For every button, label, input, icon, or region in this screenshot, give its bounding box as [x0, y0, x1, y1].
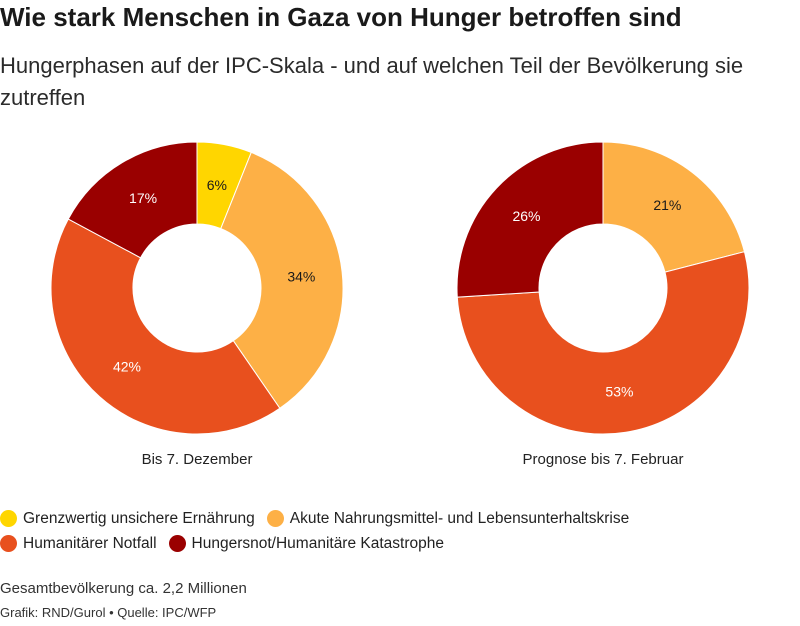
slice-value-label: 34% — [287, 268, 315, 284]
population-note: Gesamtbevölkerung ca. 2,2 Millionen — [0, 580, 247, 597]
chart-subtitle: Hungerphasen auf der IPC-Skala - und auf… — [0, 53, 744, 110]
slice-value-label: 21% — [653, 197, 681, 213]
legend-label: Akute Nahrungsmittel- und Lebensunterhal… — [289, 509, 630, 527]
legend-swatch — [168, 535, 186, 552]
slice-value-label: 17% — [129, 190, 157, 206]
chart-caption-februar: Prognose bis 7. Februar — [523, 451, 684, 468]
legend-label: Grenzwertig unsichere Ernährung — [23, 509, 255, 527]
donut-slice — [50, 218, 281, 435]
legend-swatch — [0, 535, 17, 552]
donut-dezember: 6% 34% 42% 17% Bis 7. Dezember — [50, 141, 344, 468]
legend-item-akute-krise: Akute Nahrungsmittel- und Lebensunterhal… — [266, 509, 630, 528]
chart-title: Wie stark Menschen in Gaza von Hunger be… — [0, 2, 682, 32]
legend-swatch — [266, 510, 284, 527]
donut-slice — [456, 251, 750, 435]
slice-value-label: 26% — [512, 208, 540, 224]
legend: Grenzwertig unsichere Ernährung Akute Na… — [0, 506, 800, 556]
slice-value-label: 53% — [605, 384, 633, 400]
donut-slice — [67, 141, 198, 259]
legend-row: Grenzwertig unsichere Ernährung Akute Na… — [0, 506, 800, 531]
legend-label: Humanitärer Notfall — [23, 534, 157, 552]
donut-charts: 6% 34% 42% 17% Bis 7. Dezember 21% 53% 26% Progn… — [50, 141, 750, 468]
source-credit: Grafik: RND/Gurol • Quelle: IPC/WFP — [0, 605, 217, 620]
donut-slice — [456, 141, 604, 298]
legend-label: Hungersnot/Humanitäre Katastrophe — [191, 534, 444, 552]
slice-value-label: 6% — [207, 177, 227, 193]
legend-item-katastrophe: Hungersnot/Humanitäre Katastrophe — [168, 534, 444, 553]
donut-slice — [220, 151, 344, 409]
legend-row: Humanitärer Notfall Hungersnot/Humanitär… — [0, 531, 800, 556]
legend-swatch — [0, 510, 17, 527]
donut-februar: 21% 53% 26% Prognose bis 7. Februar — [456, 141, 750, 468]
slice-value-label: 42% — [113, 358, 141, 374]
legend-item-notfall: Humanitärer Notfall — [0, 535, 157, 553]
legend-item-grenzwertig: Grenzwertig unsichere Ernährung — [0, 510, 255, 528]
chart-caption-dezember: Bis 7. Dezember — [142, 451, 253, 468]
donut-slice — [602, 141, 746, 273]
